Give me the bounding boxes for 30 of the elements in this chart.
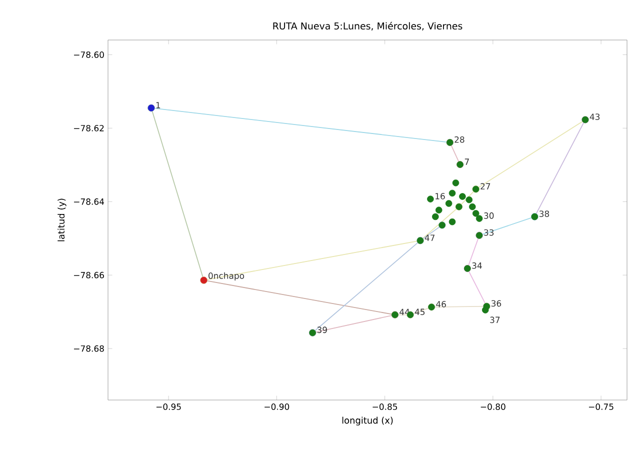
annotation: 39 [317, 326, 327, 334]
x-tick-label: −0.75 [588, 404, 614, 410]
x-tick-label: −0.85 [372, 404, 398, 410]
annotation: 46 [436, 300, 446, 308]
annotation: 43 [590, 114, 600, 120]
x-tick-label: −0.90 [264, 404, 290, 410]
x-axis-title: longitud (x) [342, 416, 393, 426]
x-tick-label: −0.95 [156, 404, 181, 410]
annotation: 38 [539, 210, 550, 217]
y-tick-label: −78.64 [74, 198, 104, 205]
annotation: 27 [480, 183, 490, 190]
y-tick-label: −78.60 [74, 51, 104, 58]
annotation: 16 [436, 192, 445, 200]
y-tick-label: −78.62 [74, 124, 104, 132]
y-axis-title: latitud (y) [58, 198, 66, 242]
annotation: 7 [464, 158, 469, 165]
annotation: 34 [472, 262, 482, 269]
x-tick-label: −0.80 [480, 404, 506, 410]
annotation: 45 [414, 308, 425, 316]
annotation: 28 [454, 136, 464, 143]
annotation: 36 [491, 300, 502, 307]
annotation: 47 [424, 234, 435, 241]
annotation: 37 [490, 316, 500, 324]
annotation: 0nchapo [208, 272, 244, 281]
chart-title: RUTA Nueva 5:Lunes, Miércoles, Viernes [273, 22, 462, 30]
annotation: 33 [484, 229, 494, 236]
y-tick-label: −78.66 [74, 272, 104, 278]
annotation: 30 [484, 212, 494, 219]
y-tick-label: −78.68 [74, 345, 104, 352]
annotation: 1 [156, 102, 160, 108]
